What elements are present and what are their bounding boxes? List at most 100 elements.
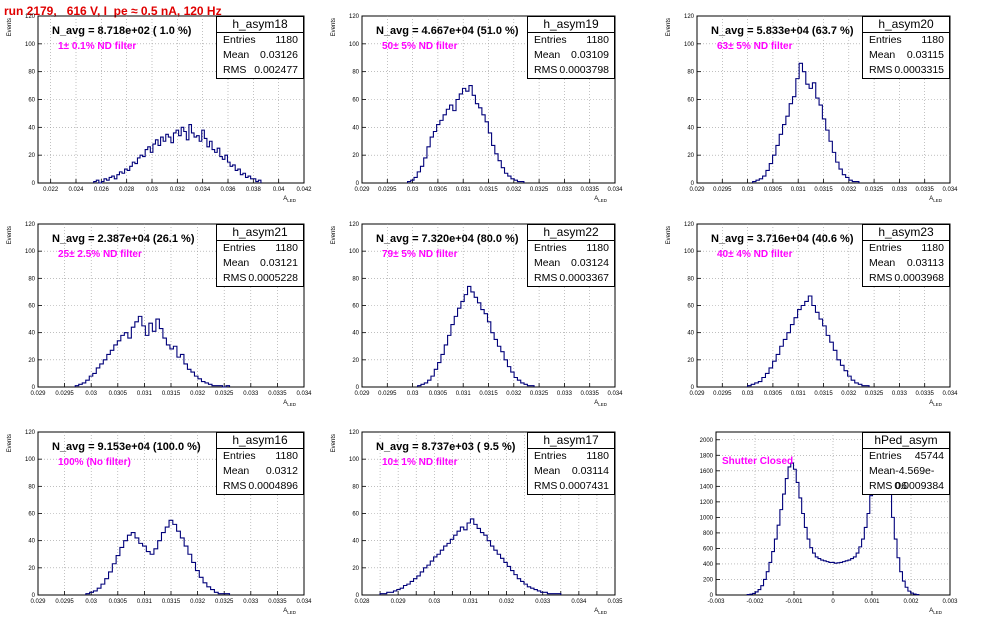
entries-value: 45744 [914, 450, 944, 462]
n-avg-label: N_avg = 2.387e+04 (26.1 %) [52, 233, 195, 245]
n-avg-label: N_avg = 8.737e+03 ( 9.5 %) [376, 441, 516, 453]
y-tick-label: 0 [32, 593, 36, 599]
page-title: run 2179, 616 V, I_pe ≈ 0.5 nA, 120 Hz [4, 4, 222, 18]
histogram-series [379, 518, 562, 595]
histogram-panel-h_asym20: 0.029 0.0295 0.03 0.0305 0.031 0.0315 0.032 0.0… [666, 14, 958, 203]
x-axis-label: ALED [283, 400, 297, 407]
histogram-panel-h_asym23: 0.029 0.0295 0.03 0.0305 0.031 0.0315 0.032 0.0… [666, 222, 958, 407]
y-axis-label: Events [331, 434, 337, 452]
y-tick-label: 1000 [700, 515, 714, 521]
histogram-name: h_asym18 [217, 17, 303, 33]
x-tick-label: 0.029 [391, 599, 407, 605]
histogram-svg: 0.029 0.0295 0.03 0.0305 0.031 0.0315 0.032 0.0… [7, 430, 312, 615]
x-tick-label: 0.032 [506, 391, 522, 397]
x-tick-label: 0.036 [220, 187, 236, 193]
y-tick-label: 60 [352, 98, 359, 104]
shutter-closed-annotation: Shutter Closed [722, 456, 794, 467]
y-tick-label: 40 [687, 331, 694, 337]
histogram-panel-h_asym19: 0.029 0.0295 0.03 0.0305 0.031 0.0315 0.032 0.0… [331, 14, 623, 203]
x-tick-label: 0.024 [68, 187, 84, 193]
y-tick-label: 1200 [700, 500, 714, 506]
x-tick-label: 0.0325 [530, 187, 549, 193]
y-tick-label: 120 [684, 14, 695, 20]
x-tick-label: 0.032 [841, 391, 857, 397]
histogram-series [417, 285, 535, 387]
stats-box: h_asym17 Entries 1180 Mean 0.03114 RMS 0.00074… [527, 432, 615, 495]
y-axis-label: Events [7, 434, 13, 452]
filter-label: 79± 5% ND filter [382, 249, 458, 260]
n-avg-label: N_avg = 5.833e+04 (63.7 %) [711, 25, 854, 37]
y-tick-label: 400 [703, 562, 714, 568]
mean-label: Mean [869, 49, 896, 61]
x-tick-label: 0.032 [170, 187, 186, 193]
x-tick-label: 0.0315 [814, 391, 833, 397]
histogram-svg: 0.028 0.029 0.03 0.031 0.032 0.033 0.034 0.035 0… [331, 430, 623, 615]
y-tick-label: 20 [28, 153, 35, 159]
x-tick-label: 0.0305 [764, 187, 783, 193]
x-tick-label: 0.0295 [55, 599, 74, 605]
x-tick-label: 0.0325 [865, 391, 884, 397]
x-tick-label: 0.0315 [162, 391, 181, 397]
histogram-panel-hPed_asym: -0.003 -0.002 -0.001 0 0.001 0.002 0.003 0 200 40… [700, 431, 958, 615]
x-tick-label: 0.0305 [429, 391, 448, 397]
x-tick-label: 0.034 [296, 391, 312, 397]
y-axis-label: Events [7, 18, 13, 36]
y-tick-label: 80 [687, 276, 694, 282]
y-tick-label: 20 [28, 566, 35, 572]
entries-value: 1180 [586, 450, 609, 462]
y-tick-label: 100 [349, 457, 360, 463]
x-tick-label: 0.031 [463, 599, 479, 605]
y-tick-label: 80 [352, 276, 359, 282]
x-tick-label: -0.003 [707, 599, 725, 605]
x-tick-label: 0.031 [137, 391, 153, 397]
y-axis-label: Events [7, 226, 13, 244]
histogram-series [752, 62, 860, 183]
rms-label: RMS [223, 480, 247, 492]
y-tick-label: 0 [32, 181, 36, 187]
histogram-series [747, 295, 870, 387]
histogram-svg: 0.029 0.0295 0.03 0.0305 0.031 0.0315 0.032 0.0… [331, 222, 623, 407]
y-tick-label: 60 [352, 304, 359, 310]
rms-label: RMS [534, 480, 558, 492]
histogram-svg: 0.029 0.0295 0.03 0.0305 0.031 0.0315 0.032 0.0… [666, 14, 958, 203]
rms-value: 0.0007431 [559, 480, 609, 492]
y-tick-label: 2000 [700, 438, 714, 444]
x-tick-label: 0.033 [892, 391, 908, 397]
histogram-panel-h_asym21: 0.029 0.0295 0.03 0.0305 0.031 0.0315 0.032 0.0… [7, 222, 312, 407]
mean-value: 0.03121 [260, 257, 298, 269]
rms-value: 0.002477 [254, 64, 298, 76]
y-tick-label: 100 [349, 42, 360, 48]
y-tick-label: 60 [28, 512, 35, 518]
x-tick-label: -0.002 [746, 599, 764, 605]
mean-value: 0.03114 [571, 465, 609, 477]
stats-box: h_asym18 Entries 1180 Mean 0.03126 RMS 0.00247… [216, 16, 304, 79]
entries-label: Entries [223, 450, 256, 462]
x-tick-label: 0.033 [557, 187, 573, 193]
histogram-series [74, 315, 231, 388]
rms-label: RMS [223, 64, 247, 76]
x-tick-label: 0.03 [407, 391, 419, 397]
entries-value: 1180 [586, 242, 609, 254]
x-axis-label: ALED [594, 608, 608, 615]
histogram-name: h_asym22 [528, 225, 614, 241]
entries-value: 1180 [586, 34, 609, 46]
x-tick-label: 0.034 [942, 187, 958, 193]
x-tick-label: 0.0295 [378, 391, 397, 397]
y-tick-label: 80 [28, 70, 35, 76]
x-tick-label: 0.038 [246, 187, 262, 193]
histogram-panel-h_asym17: 0.028 0.029 0.03 0.031 0.032 0.033 0.034 0.035 0… [331, 430, 623, 615]
y-tick-label: 1600 [700, 469, 714, 475]
histogram-series [406, 85, 525, 183]
y-tick-label: 1800 [700, 453, 714, 459]
y-tick-label: 40 [352, 125, 359, 131]
entries-label: Entries [223, 34, 256, 46]
histogram-series [93, 124, 262, 184]
x-tick-label: 0.03 [85, 599, 97, 605]
y-tick-label: 120 [684, 222, 695, 228]
x-axis-label: ALED [594, 400, 608, 407]
x-tick-label: 0.0335 [916, 391, 935, 397]
histogram-name: h_asym23 [863, 225, 949, 241]
x-tick-label: 0.029 [354, 391, 370, 397]
x-tick-label: 0.033 [892, 187, 908, 193]
y-tick-label: 100 [25, 249, 36, 255]
